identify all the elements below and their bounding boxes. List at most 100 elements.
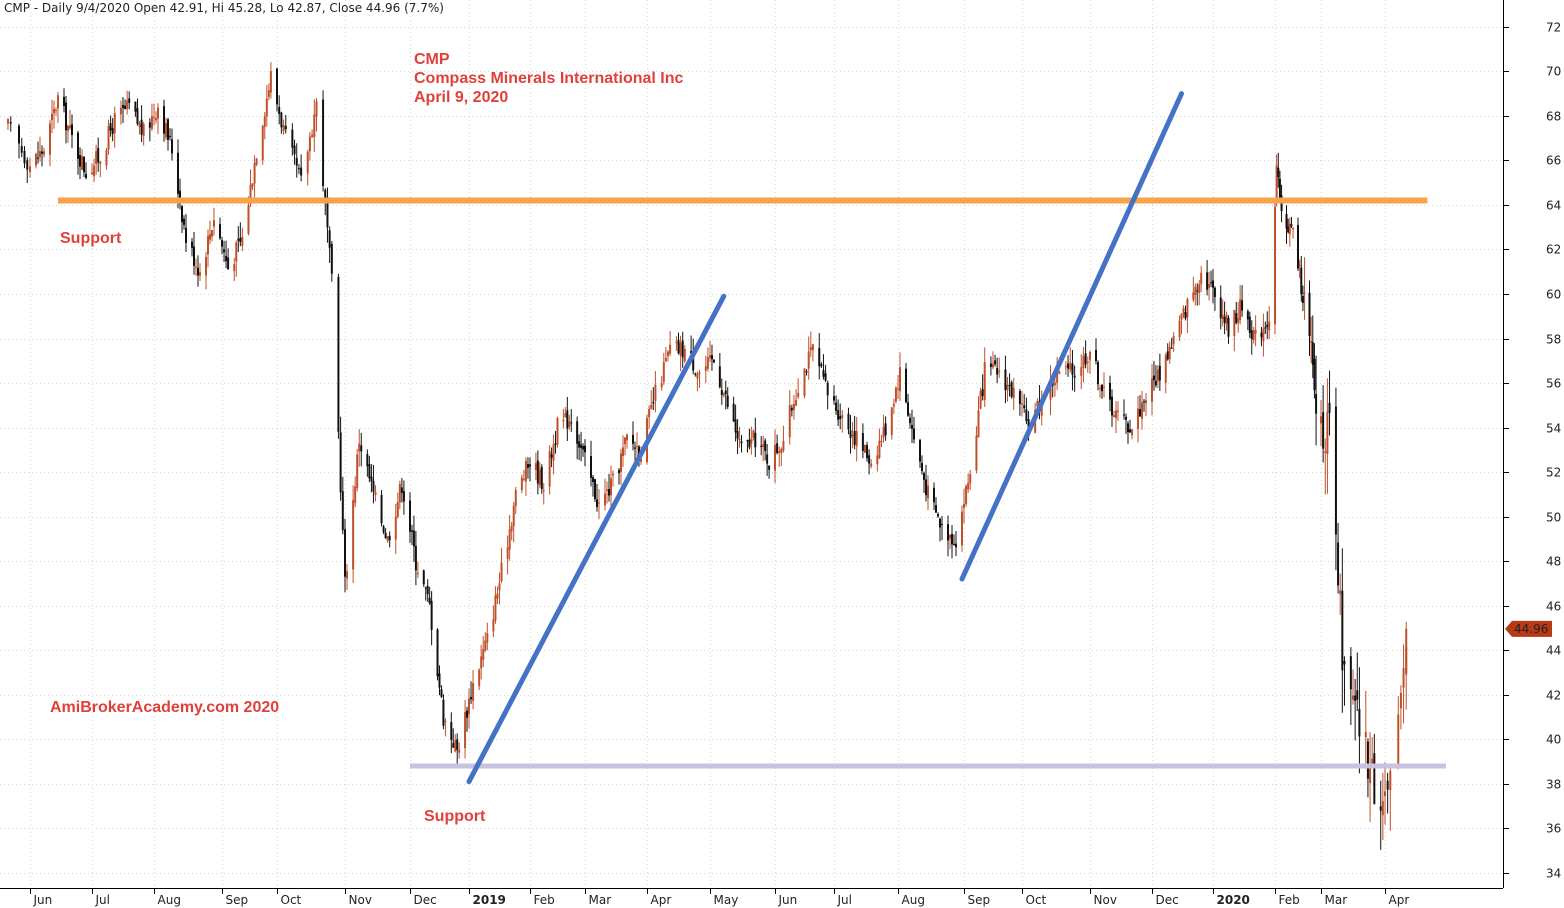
candle-body (263, 116, 266, 127)
candle-body (782, 441, 785, 451)
candle-body (107, 125, 110, 150)
candle-body (1364, 732, 1367, 738)
candle-body (594, 479, 596, 500)
y-tick-label: 44 (1546, 644, 1561, 658)
candle-body (1099, 388, 1101, 390)
candle-body (354, 486, 357, 504)
candle-body (225, 255, 228, 262)
candle-body (967, 482, 970, 490)
candle-body (311, 134, 314, 138)
x-tick-label: Oct (1026, 893, 1047, 907)
candle-body (227, 257, 230, 270)
candle-body (1268, 321, 1271, 331)
x-tick-label: Apr (1389, 893, 1410, 907)
candle-body (1192, 292, 1195, 300)
candle-body (111, 127, 114, 135)
candle-body (293, 145, 296, 155)
candle-body (1158, 365, 1161, 381)
candle-body (51, 113, 53, 121)
candle-body (39, 151, 41, 158)
trendline (466, 293, 727, 785)
candle-body (835, 402, 838, 412)
candle-body (1275, 165, 1278, 203)
y-tick-label: 56 (1546, 377, 1561, 391)
candle-body (165, 123, 167, 138)
trendlines (466, 91, 1185, 785)
symbol-annotation: CMP (414, 51, 450, 68)
candle-body (752, 430, 755, 438)
y-tick-label: 42 (1546, 689, 1561, 703)
candle-body (424, 587, 427, 589)
candle-body (1381, 801, 1384, 816)
candle-body (1239, 299, 1242, 321)
candle-body (328, 230, 331, 248)
candle-body (508, 529, 511, 550)
candle-body (1262, 328, 1265, 342)
candle-body (1073, 375, 1076, 378)
support-resistance-lines (58, 197, 1446, 769)
candle-body (1324, 451, 1327, 454)
candle-body (1131, 429, 1133, 436)
candle-body (977, 410, 980, 438)
candle-body (456, 739, 459, 750)
candle-body (9, 122, 12, 124)
candle-body (975, 435, 978, 471)
candle-body (1320, 416, 1322, 424)
candle-body (878, 440, 881, 458)
candle-body (1115, 410, 1117, 419)
candle-body (284, 125, 287, 130)
candle-body (996, 368, 999, 375)
candle-body (925, 479, 927, 496)
x-tick-label: Aug (158, 893, 181, 907)
candle-body (811, 344, 814, 350)
candle-body (807, 351, 810, 369)
candle-body (119, 107, 122, 115)
candle-body (282, 125, 285, 132)
candle-body (822, 369, 825, 377)
y-tick-label: 68 (1546, 110, 1561, 124)
candle-body (1086, 361, 1089, 363)
candle-body (1172, 336, 1175, 345)
candle-body (306, 151, 309, 174)
candle-body (79, 155, 81, 167)
x-tick-label: Sep (226, 893, 249, 907)
candle-body (255, 158, 258, 165)
candle-body (542, 490, 545, 492)
candle-body (136, 108, 139, 124)
candle-body (1223, 316, 1226, 323)
candle-body (884, 423, 887, 436)
x-tick-label: Feb (1279, 893, 1300, 907)
candle-body (949, 534, 951, 539)
candle-body (570, 422, 573, 424)
candle-body (400, 487, 403, 493)
time-axis: Jun Jul Aug Sep Oct Nov Dec 2019 Feb Mar Apr May Jun… (30, 888, 1410, 907)
candle-body (193, 246, 195, 266)
candle-body (760, 445, 763, 447)
candle-body (820, 364, 823, 367)
x-tick-label: Nov (349, 893, 372, 907)
candle-body (169, 135, 171, 137)
x-tick-label: Apr (651, 893, 672, 907)
candle-body (1328, 402, 1331, 413)
candle-body (1004, 369, 1007, 391)
candle-body (882, 426, 885, 438)
candle-body (720, 389, 723, 396)
candle-body (788, 405, 791, 438)
candle-body (762, 443, 765, 447)
candle-body (1354, 695, 1357, 701)
candle-body (704, 366, 707, 371)
candle-body (339, 432, 342, 493)
candle-body (709, 355, 711, 358)
candle-body (1196, 290, 1199, 292)
candle-body (482, 648, 485, 660)
candle-body (221, 240, 223, 247)
candle-body (899, 367, 901, 392)
candle-body (797, 392, 800, 398)
candle-body (492, 619, 495, 632)
candle-body (1186, 299, 1189, 318)
candle-body (337, 277, 340, 432)
candle-body (276, 68, 278, 105)
candle-body (235, 242, 238, 262)
candle-body (81, 156, 83, 170)
